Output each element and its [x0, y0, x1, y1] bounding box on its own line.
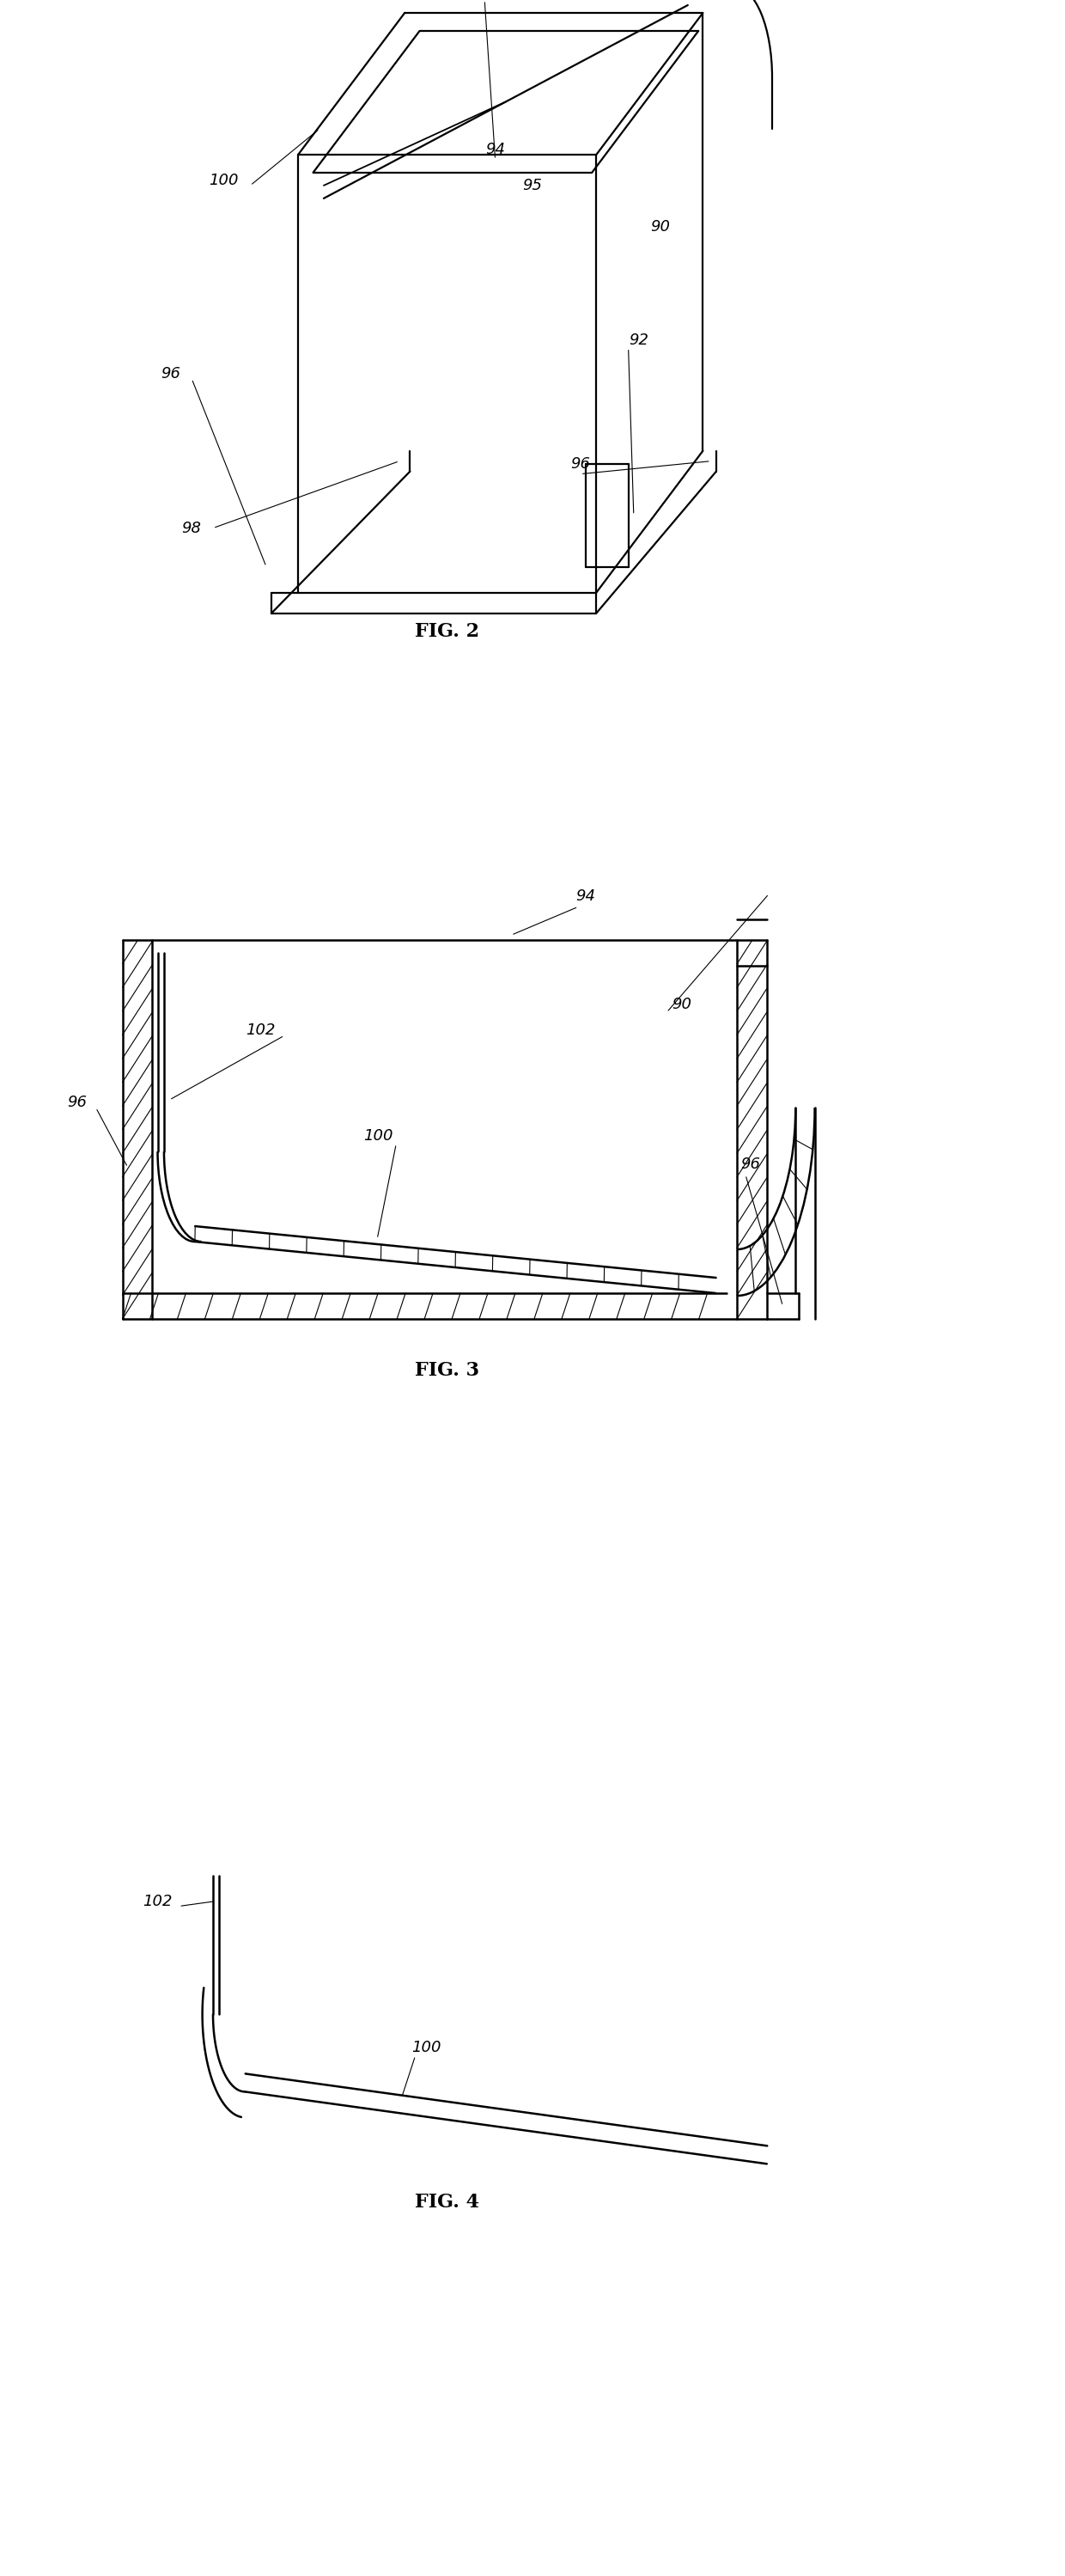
Text: 100: 100 [209, 173, 239, 188]
Text: 92: 92 [629, 332, 649, 348]
Text: 94: 94 [576, 889, 595, 904]
Text: 96: 96 [741, 1157, 760, 1172]
Text: 100: 100 [411, 2040, 441, 2056]
Text: FIG. 3: FIG. 3 [415, 1360, 479, 1381]
Text: 98: 98 [182, 520, 201, 536]
Text: 102: 102 [246, 1023, 276, 1038]
Text: 90: 90 [672, 997, 691, 1012]
Text: 94: 94 [486, 142, 505, 157]
Text: 102: 102 [143, 1893, 173, 1909]
Text: FIG. 2: FIG. 2 [415, 621, 479, 641]
Text: 96: 96 [67, 1095, 86, 1110]
Text: 100: 100 [363, 1128, 393, 1144]
Text: 96: 96 [571, 456, 590, 471]
Text: 90: 90 [651, 219, 670, 234]
Text: 96: 96 [161, 366, 180, 381]
Text: 95: 95 [523, 178, 542, 193]
Text: FIG. 4: FIG. 4 [415, 2192, 479, 2213]
